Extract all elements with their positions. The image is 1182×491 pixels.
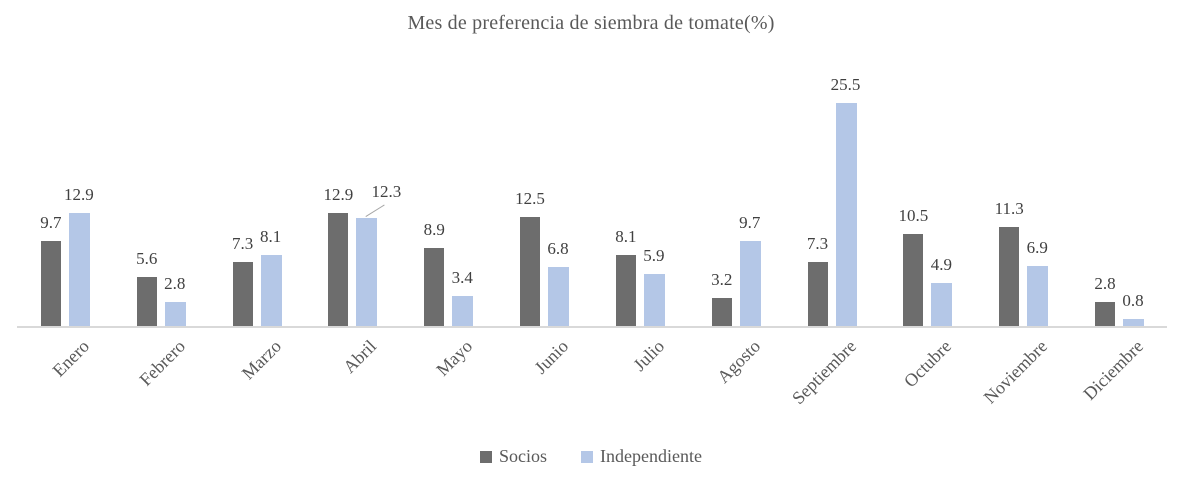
legend-item-socios: Socios <box>480 446 547 467</box>
legend: Socios Independiente <box>0 446 1182 467</box>
bar-independiente-enero <box>68 213 90 326</box>
category-group-marzo: 7.3 8.1 Marzo <box>209 0 305 383</box>
value-label-independiente-febrero: 2.8 <box>164 273 186 293</box>
value-label-independiente-agosto: 9.7 <box>739 213 761 233</box>
value-label-independiente-enero: 12.9 <box>64 185 94 205</box>
bar-socios-mayo <box>424 248 445 326</box>
value-label-socios-julio: 8.1 <box>615 227 637 247</box>
value-label-socios-enero: 9.7 <box>40 213 62 233</box>
bar-independiente-septiembre <box>835 102 857 326</box>
category-group-septiembre: 7.3 25.5 Septiembre <box>784 0 880 408</box>
value-label-independiente-noviembre: 6.9 <box>1026 237 1048 257</box>
value-label-socios-mayo: 8.9 <box>423 220 445 240</box>
value-label-independiente-octubre: 4.9 <box>930 255 952 275</box>
bar-socios-abril <box>328 213 349 326</box>
value-label-independiente-junio: 6.8 <box>547 238 569 258</box>
category-group-agosto: 3.2 9.7 Agosto <box>688 0 784 387</box>
bar-independiente-febrero <box>164 301 186 326</box>
leader-line-abril <box>365 204 386 218</box>
legend-label-socios: Socios <box>499 446 548 466</box>
category-group-enero: 9.7 12.9 Enero <box>17 0 113 380</box>
bar-socios-febrero <box>136 277 157 326</box>
bar-independiente-octubre <box>931 283 953 326</box>
bar-socios-diciembre <box>1095 301 1116 326</box>
value-label-socios-noviembre: 11.3 <box>994 199 1024 219</box>
x-axis-label-mayo: Mayo <box>432 336 477 380</box>
bar-socios-septiembre <box>807 262 828 326</box>
chart-title: Mes de preferencia de siembra de tomate(… <box>407 12 775 34</box>
bar-socios-agosto <box>711 298 732 326</box>
value-label-independiente-mayo: 3.4 <box>451 268 473 288</box>
x-axis-label-septiembre: Septiembre <box>787 336 860 409</box>
category-group-mayo: 8.9 3.4 Mayo <box>400 0 496 380</box>
category-group-abril: 12.9 12.3 Abril <box>304 0 402 377</box>
bar-socios-octubre <box>903 234 924 326</box>
legend-swatch-independiente <box>581 450 594 463</box>
x-axis-label-junio: Junio <box>530 336 573 378</box>
plot-area: 9.7 12.9 Enero 5.6 2.8 Febrero 7.3 8.1 Marzo 12.9… <box>17 0 1167 408</box>
category-group-noviembre: 11.3 6.9 Noviembre <box>975 0 1071 407</box>
legend-label-independiente: Independiente <box>600 446 702 466</box>
x-axis-label-enero: Enero <box>48 336 94 381</box>
value-label-socios-marzo: 7.3 <box>231 234 254 254</box>
value-label-independiente-marzo: 8.1 <box>259 227 282 247</box>
value-label-socios-septiembre: 7.3 <box>806 234 829 254</box>
category-group-diciembre: 2.8 0.8 Diciembre <box>1071 0 1167 404</box>
bar-independiente-junio <box>548 266 570 326</box>
bar-independiente-mayo <box>452 296 474 326</box>
bar-independiente-marzo <box>260 255 282 326</box>
value-label-independiente-septiembre: 25.5 <box>830 74 861 94</box>
category-group-octubre: 10.5 4.9 Octubre <box>879 0 975 391</box>
x-axis-label-octubre: Octubre <box>900 336 956 392</box>
legend-swatch-socios <box>480 450 493 463</box>
bar-socios-enero <box>40 241 61 326</box>
category-group-febrero: 5.6 2.8 Febrero <box>113 0 209 390</box>
x-axis-label-diciembre: Diciembre <box>1079 336 1148 404</box>
x-axis-label-noviembre: Noviembre <box>979 336 1052 408</box>
x-axis-label-abril: Abril <box>339 336 381 378</box>
value-label-independiente-julio: 5.9 <box>643 246 665 266</box>
bar-independiente-abril <box>356 218 378 326</box>
legend-item-independiente: Independiente <box>581 446 702 467</box>
bar-independiente-diciembre <box>1123 319 1145 326</box>
bar-independiente-julio <box>643 274 665 326</box>
bar-independiente-agosto <box>739 241 761 326</box>
x-axis-label-julio: Julio <box>629 336 669 375</box>
category-group-junio: 12.5 6.8 Junio <box>496 0 592 378</box>
value-label-socios-febrero: 5.6 <box>136 249 158 268</box>
value-label-socios-junio: 12.5 <box>515 188 545 208</box>
bar-socios-marzo <box>232 262 253 326</box>
x-axis-label-agosto: Agosto <box>712 336 764 387</box>
category-group-julio: 8.1 5.9 Julio <box>592 0 688 375</box>
value-label-socios-abril: 12.9 <box>323 185 354 205</box>
bar-socios-junio <box>520 216 541 326</box>
value-label-socios-octubre: 10.5 <box>898 206 929 226</box>
value-label-independiente-diciembre: 0.8 <box>1122 291 1144 310</box>
bar-socios-julio <box>615 255 636 326</box>
value-label-socios-agosto: 3.2 <box>711 270 733 289</box>
x-axis-label-febrero: Febrero <box>135 336 189 390</box>
value-label-socios-diciembre: 2.8 <box>1094 273 1116 293</box>
bar-independiente-noviembre <box>1027 265 1049 326</box>
value-label-independiente-abril: 12.3 <box>371 182 402 202</box>
x-axis-label-marzo: Marzo <box>237 336 285 384</box>
bar-socios-noviembre <box>999 227 1020 326</box>
